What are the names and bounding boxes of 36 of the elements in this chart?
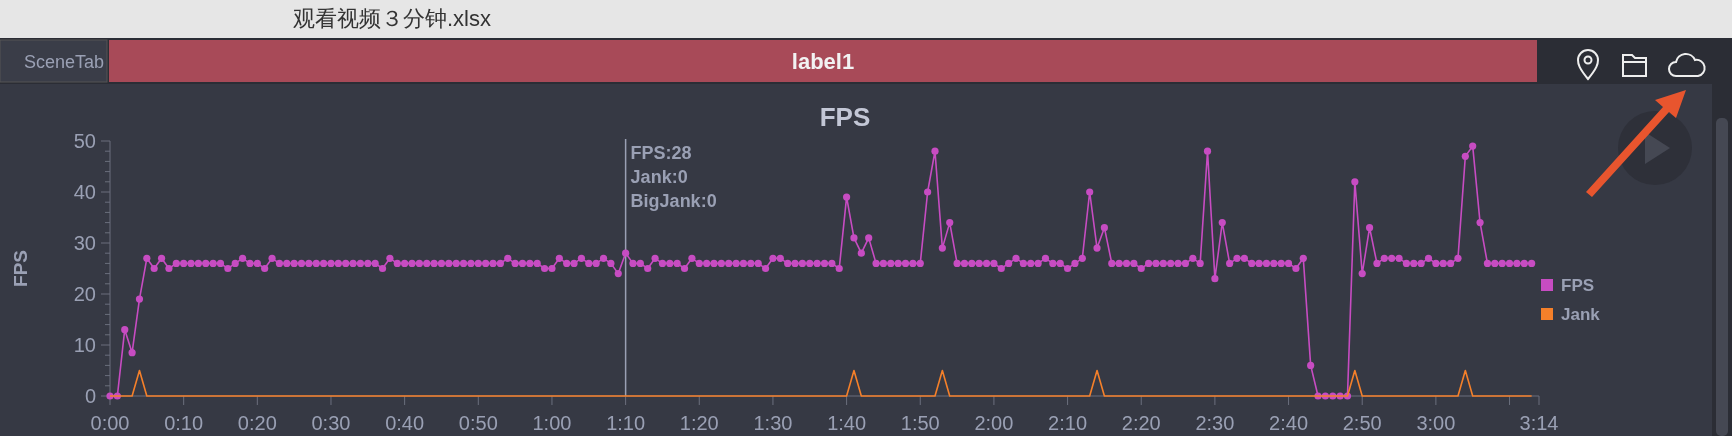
x-tick-label: 1:10: [606, 412, 646, 434]
x-tick-label: 1:30: [753, 412, 793, 434]
x-tick-label: 1:00: [532, 412, 572, 434]
x-tick-label: 3:00: [1416, 412, 1456, 434]
annotation: Jank:0: [630, 167, 688, 187]
x-tick-label: 1:20: [679, 412, 719, 434]
text: 观看视频３分钟.xlsx: [293, 6, 491, 31]
annotation: FPS:28: [630, 143, 692, 163]
x-tick-label: 0:50: [458, 412, 498, 434]
legend-label: FPS: [1561, 276, 1595, 295]
y-tick-label: 10: [73, 334, 96, 356]
x-tick-label: 2:40: [1269, 412, 1309, 434]
text: SceneTab: [23, 52, 104, 72]
chart-title: FPS: [819, 102, 871, 132]
x-tick-label: 1:50: [900, 412, 940, 434]
x-tick-label: 1:40: [827, 412, 867, 434]
x-tick-label: 0:30: [311, 412, 351, 434]
x-tick-label: 2:20: [1121, 412, 1161, 434]
x-tick-label: 2:00: [974, 412, 1014, 434]
y-axis-title: FPS: [10, 250, 31, 287]
x-tick-label: 0:40: [385, 412, 425, 434]
x-tick-label: 2:30: [1195, 412, 1235, 434]
x-tick-label: 2:10: [1048, 412, 1088, 434]
x-tick-label: 3:14: [1519, 412, 1559, 434]
y-tick-label: 20: [73, 283, 96, 305]
y-tick-label: 30: [73, 232, 96, 254]
x-tick-label: 0:10: [164, 412, 204, 434]
y-tick-label: 40: [73, 181, 96, 203]
x-tick-label: 0:20: [237, 412, 277, 434]
y-tick-label: 0: [84, 385, 96, 407]
y-tick-label: 50: [73, 130, 96, 152]
x-tick-label: 0:00: [90, 412, 130, 434]
annotation: BigJank:0: [630, 191, 717, 211]
legend-label: Jank: [1561, 305, 1601, 324]
text: label1: [791, 49, 855, 74]
x-tick-label: 2:50: [1342, 412, 1382, 434]
